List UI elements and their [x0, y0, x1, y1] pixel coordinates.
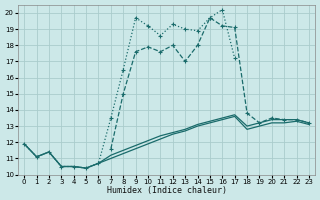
X-axis label: Humidex (Indice chaleur): Humidex (Indice chaleur)	[107, 186, 227, 195]
